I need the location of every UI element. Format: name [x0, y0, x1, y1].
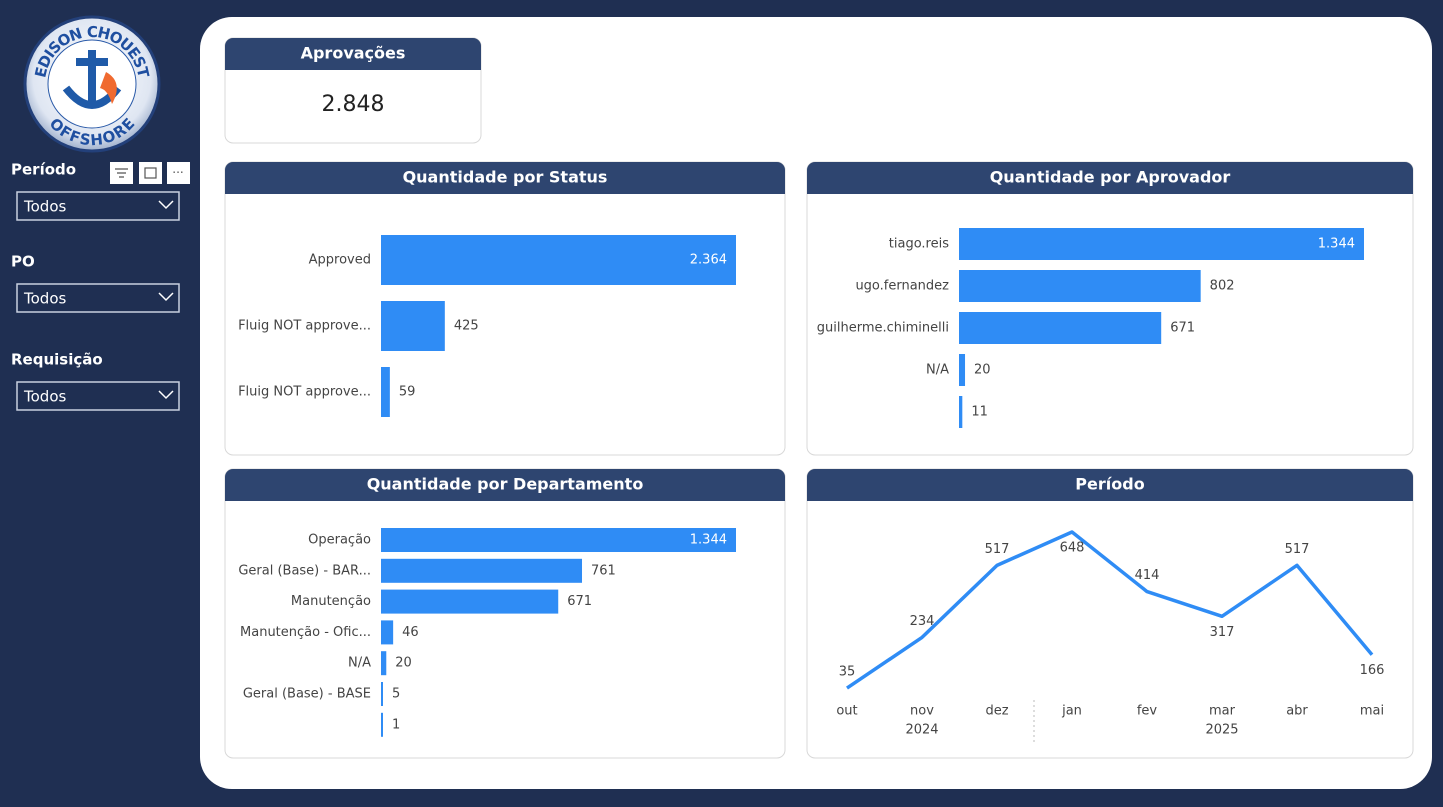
category-label: Manutenção - Ofic...	[240, 625, 371, 640]
x-tick-label: mar	[1209, 704, 1236, 719]
bar	[959, 228, 1364, 260]
data-label: 20	[395, 656, 412, 671]
bar	[959, 396, 963, 428]
year-label: 2025	[1205, 723, 1238, 738]
card-header	[225, 469, 785, 501]
kpi-value: 2.848	[322, 92, 385, 117]
filter-label: Período	[11, 161, 76, 179]
card-header	[807, 162, 1413, 194]
category-label: Operação	[308, 533, 371, 548]
dropdown-box	[16, 381, 180, 411]
data-label: 11	[971, 405, 988, 420]
data-label: 35	[839, 665, 856, 680]
x-tick-label: abr	[1286, 704, 1308, 719]
filter-label: PO	[11, 253, 35, 271]
card-title: Quantidade por Departamento	[367, 475, 644, 494]
category-label: Geral (Base) - BASE	[243, 687, 371, 702]
dropdown-box	[16, 191, 180, 221]
data-label: 20	[974, 363, 991, 378]
data-label: 802	[1210, 279, 1235, 294]
dropdown-value: Todos	[23, 290, 66, 308]
bar	[959, 270, 1201, 302]
card-header	[225, 162, 785, 194]
category-label: Manutenção	[291, 594, 371, 609]
bar	[381, 651, 387, 676]
data-label: 517	[985, 542, 1010, 557]
card-title: Quantidade por Status	[403, 168, 608, 187]
bar	[959, 312, 1162, 344]
category-label: N/A	[348, 656, 371, 671]
card-title: Período	[1075, 475, 1144, 494]
card-title: Quantidade por Aprovador	[990, 168, 1231, 187]
data-label: 1.344	[690, 533, 727, 548]
x-tick-label: mai	[1360, 704, 1384, 719]
bar	[381, 235, 736, 285]
data-label: 761	[591, 563, 616, 578]
dropdown[interactable]: Todos	[16, 283, 180, 313]
dropdown-arrow	[158, 292, 174, 302]
data-label: 46	[402, 625, 419, 640]
data-label: 5	[392, 687, 400, 702]
data-label: 414	[1135, 568, 1160, 583]
data-label: 1	[392, 717, 400, 732]
visual-header-icons[interactable]: ···	[110, 162, 190, 184]
kpi-title: Aprovações	[301, 44, 406, 63]
kpi-card: Aprovações 2.848	[224, 37, 482, 144]
card	[806, 468, 1414, 759]
category-label: tiago.reis	[889, 237, 949, 252]
data-label: 59	[399, 385, 416, 400]
logo: EDISON CHOUEST OFFSHORE	[23, 15, 161, 153]
card-header	[807, 469, 1413, 501]
x-tick-label: out	[836, 704, 857, 719]
x-tick-label: jan	[1061, 704, 1082, 719]
card	[806, 161, 1414, 456]
data-label: 2.364	[690, 253, 727, 268]
bar	[381, 301, 445, 351]
dropdown[interactable]: Todos	[16, 191, 180, 221]
bar	[381, 558, 583, 583]
bar	[381, 589, 559, 614]
card	[224, 161, 786, 456]
data-label: 517	[1285, 542, 1310, 557]
x-tick-label: nov	[910, 704, 934, 719]
data-label: 671	[1170, 321, 1195, 336]
filter-label: Requisição	[11, 351, 103, 369]
data-label: 1.344	[1318, 237, 1355, 252]
bar	[381, 682, 383, 706]
dropdown-value: Todos	[23, 198, 66, 216]
dropdown[interactable]: Todos	[16, 381, 180, 411]
category-label: Fluig NOT approve...	[238, 319, 371, 334]
category-label: Geral (Base) - BAR...	[238, 563, 371, 578]
data-label: 234	[910, 614, 935, 629]
dropdown-box	[16, 283, 180, 313]
bar	[381, 528, 736, 552]
x-tick-label: dez	[985, 704, 1008, 719]
category-label: Approved	[309, 253, 371, 268]
bar	[381, 367, 390, 417]
data-label: 671	[567, 594, 592, 609]
dropdown-arrow	[158, 390, 174, 400]
dropdown-value: Todos	[23, 388, 66, 406]
category-label: guilherme.chiminelli	[817, 321, 949, 336]
line	[846, 530, 1374, 690]
data-label: 317	[1210, 625, 1235, 640]
category-label: N/A	[926, 363, 949, 378]
bar	[381, 712, 383, 737]
bar	[381, 620, 394, 645]
svg-text:···: ···	[172, 166, 183, 180]
category-label: ugo.fernandez	[855, 279, 949, 294]
x-tick-label: fev	[1137, 704, 1158, 719]
data-label: 166	[1360, 663, 1385, 678]
data-label: 425	[454, 319, 479, 334]
bar	[959, 354, 966, 386]
dropdown-arrow	[158, 200, 174, 210]
year-label: 2024	[905, 723, 938, 738]
data-label: 648	[1060, 541, 1085, 556]
category-label: Fluig NOT approve...	[238, 385, 371, 400]
